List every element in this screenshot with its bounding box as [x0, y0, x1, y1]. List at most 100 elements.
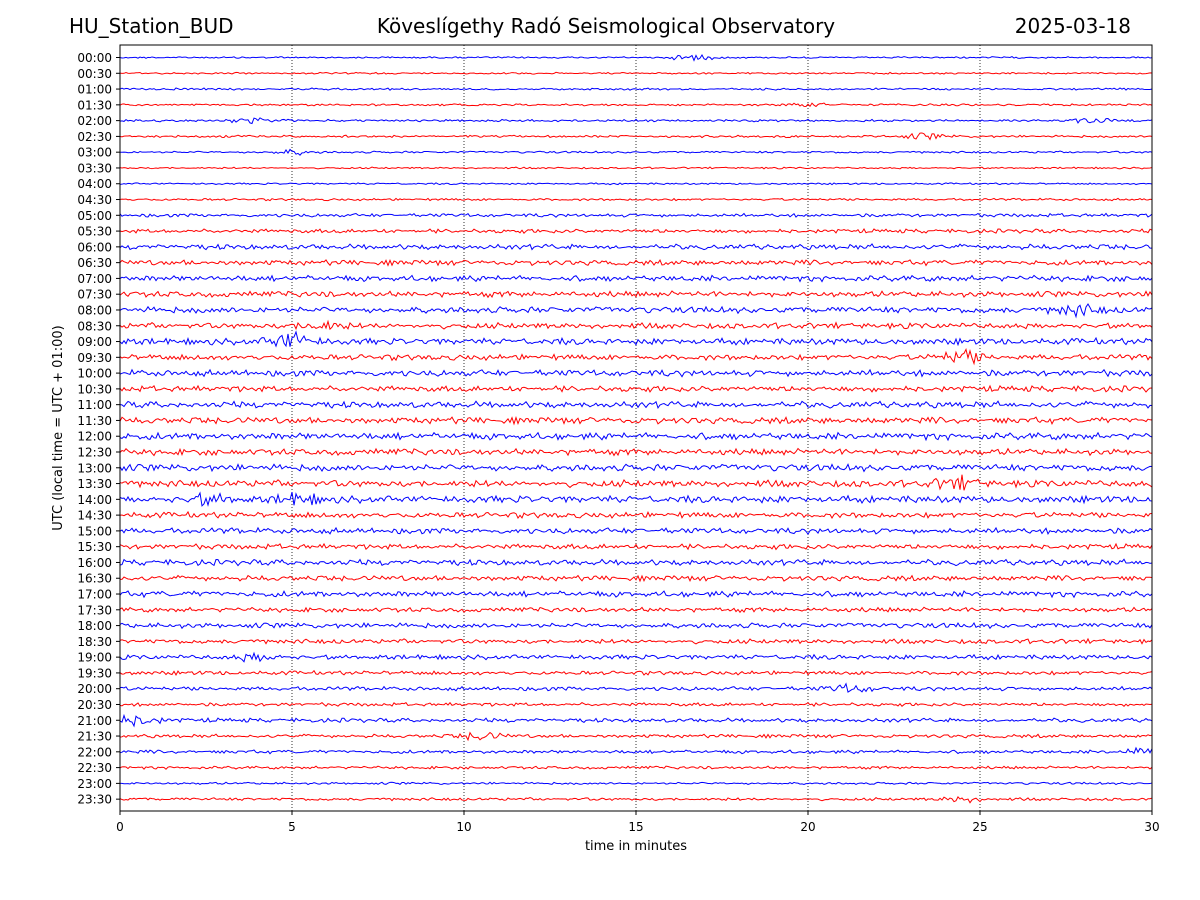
trace-0530 [119, 227, 1153, 234]
y-tick-label: 08:30 [77, 319, 112, 333]
trace-1900 [119, 651, 1153, 663]
y-tick-label: 10:00 [77, 367, 112, 381]
y-axis-label: UTC (local time = UTC + 01:00) [51, 325, 66, 530]
y-tick-label: 08:00 [77, 303, 112, 317]
trace-1100 [119, 400, 1153, 409]
y-tick-label: 06:30 [77, 256, 112, 270]
y-tick-label: 02:00 [77, 114, 112, 128]
y-tick-label: 07:00 [77, 272, 112, 286]
y-tick-label: 01:00 [77, 83, 112, 97]
x-tick-label: 30 [1144, 820, 1159, 834]
trace-1930 [119, 669, 1153, 676]
y-tick-label: 06:00 [77, 240, 112, 254]
y-tick-label: 01:30 [77, 98, 112, 112]
trace-1200 [119, 431, 1153, 442]
y-tick-label: 21:30 [77, 730, 112, 744]
x-axis-ticks: 0 5 10 15 20 25 30 [116, 811, 1160, 834]
y-tick-label: 19:30 [77, 666, 112, 680]
trace-1700 [119, 590, 1153, 599]
x-tick-label: 20 [800, 820, 815, 834]
y-tick-label: 18:30 [77, 635, 112, 649]
chart-date: 2025-03-18 [1014, 14, 1131, 38]
trace-1630 [119, 574, 1153, 583]
y-tick-label: 04:00 [77, 177, 112, 191]
y-tick-label: 10:30 [77, 382, 112, 396]
y-tick-label: 17:00 [77, 588, 112, 602]
trace-2200 [119, 746, 1153, 755]
trace-1600 [119, 558, 1153, 567]
trace-2100 [119, 713, 1153, 728]
y-tick-label: 03:30 [77, 161, 112, 175]
y-tick-label: 04:30 [77, 193, 112, 207]
y-tick-label: 00:00 [77, 51, 112, 65]
y-tick-label: 14:30 [77, 509, 112, 523]
trace-1300 [119, 463, 1153, 473]
trace-2030 [119, 701, 1153, 708]
y-tick-label: 16:30 [77, 572, 112, 586]
trace-1830 [119, 637, 1153, 645]
x-tick-label: 0 [116, 820, 124, 834]
y-tick-label: 22:00 [77, 745, 112, 759]
y-tick-label: 11:30 [77, 414, 112, 428]
trace-1130 [119, 416, 1153, 426]
trace-0100 [119, 87, 1153, 91]
y-tick-label: 22:30 [77, 761, 112, 775]
x-tick-label: 15 [628, 820, 643, 834]
trace-0730 [119, 290, 1153, 299]
trace-layer [119, 53, 1153, 804]
trace-0130 [119, 102, 1153, 108]
grid-lines [291, 45, 981, 811]
trace-2330 [119, 796, 1153, 804]
trace-2230 [119, 765, 1153, 770]
trace-1330 [119, 474, 1153, 491]
trace-0200 [119, 117, 1153, 125]
y-tick-label: 15:30 [77, 540, 112, 554]
trace-0000 [119, 53, 1153, 62]
y-tick-label: 23:30 [77, 793, 112, 807]
trace-1530 [119, 542, 1153, 551]
y-tick-label: 13:00 [77, 461, 112, 475]
trace-2300 [119, 781, 1153, 786]
y-tick-label: 03:00 [77, 146, 112, 160]
y-tick-label: 12:00 [77, 430, 112, 444]
trace-0030 [119, 71, 1153, 75]
trace-0930 [119, 347, 1153, 366]
trace-1730 [119, 606, 1153, 614]
trace-1800 [119, 622, 1153, 630]
y-tick-label: 16:00 [77, 556, 112, 570]
y-tick-label: 13:30 [77, 477, 112, 491]
trace-0900 [119, 330, 1153, 348]
y-tick-label: 19:00 [77, 651, 112, 665]
trace-1400 [119, 491, 1153, 507]
trace-0400 [119, 182, 1153, 186]
trace-2000 [119, 682, 1153, 693]
y-tick-label: 17:30 [77, 603, 112, 617]
trace-2130 [119, 731, 1153, 742]
trace-0330 [119, 166, 1153, 170]
y-tick-label: 05:30 [77, 225, 112, 239]
trace-0300 [119, 148, 1153, 156]
y-tick-label: 11:00 [77, 398, 112, 412]
trace-1000 [119, 368, 1153, 378]
x-axis-label: time in minutes [585, 839, 687, 854]
trace-1430 [119, 510, 1153, 520]
y-tick-label: 18:00 [77, 619, 112, 633]
trace-0800 [119, 303, 1153, 319]
trace-0430 [119, 197, 1153, 202]
trace-0630 [119, 258, 1153, 267]
y-tick-label: 14:00 [77, 493, 112, 507]
chart-title: Köveslígethy Radó Seismological Observat… [376, 14, 836, 38]
trace-1030 [119, 384, 1153, 393]
y-tick-label: 20:30 [77, 698, 112, 712]
y-tick-label: 23:00 [77, 777, 112, 791]
x-tick-label: 10 [456, 820, 471, 834]
y-tick-label: 09:30 [77, 351, 112, 365]
trace-0830 [119, 319, 1153, 331]
trace-0500 [119, 212, 1153, 218]
y-tick-label: 00:30 [77, 67, 112, 81]
station-name: HU_Station_BUD [69, 14, 234, 38]
x-tick-label: 25 [972, 820, 987, 834]
